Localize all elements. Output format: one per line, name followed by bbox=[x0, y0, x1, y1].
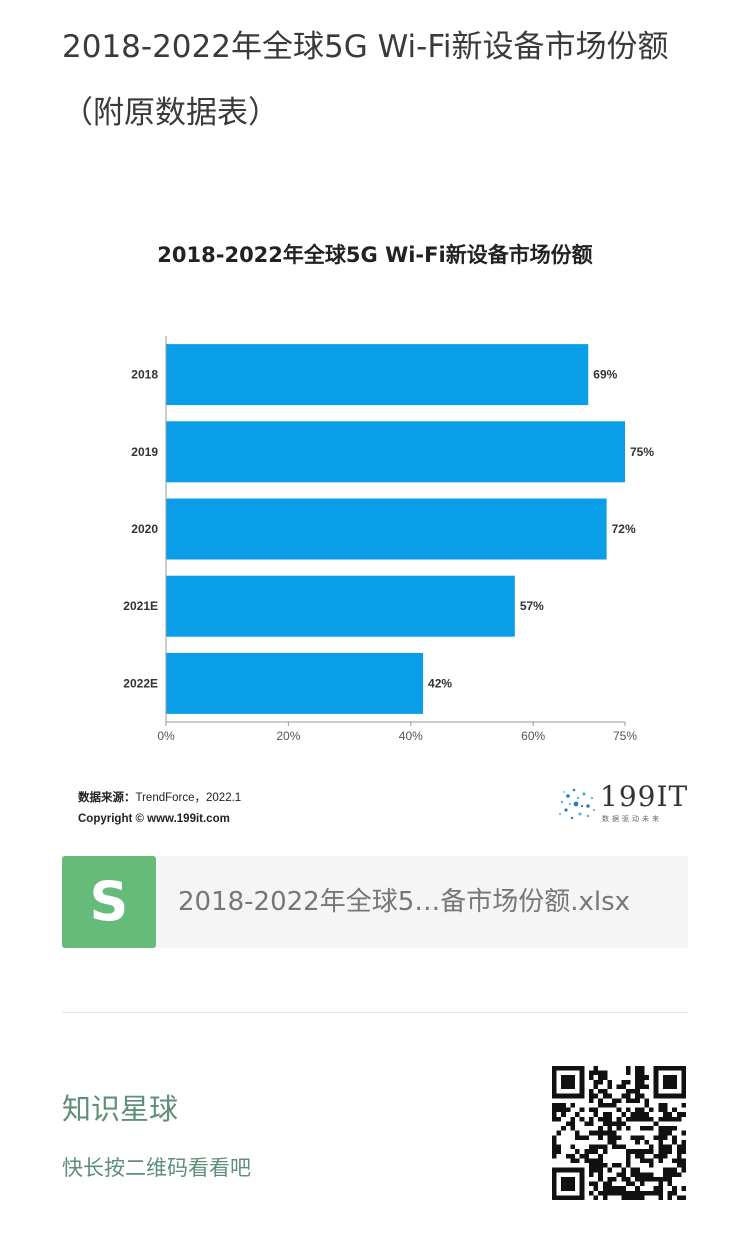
bar-2018 bbox=[166, 344, 589, 406]
s-file-icon: S bbox=[62, 856, 156, 948]
chart-title: 2018-2022年全球5G Wi-Fi新设备市场份额 bbox=[157, 243, 592, 267]
logo-text: 199IT bbox=[600, 780, 689, 813]
bar-chart: 2018-2022年全球5G Wi-Fi新设备市场份额 2018 69% 2019 7… bbox=[123, 243, 654, 743]
x-tick-label: 0% bbox=[157, 729, 175, 743]
value-label: 72% bbox=[612, 522, 636, 536]
bars-layer bbox=[166, 344, 625, 714]
x-tick-label: 40% bbox=[399, 729, 423, 743]
chart-source: 数据来源：TrendForce，2022.1 Copyright © www.1… bbox=[78, 788, 241, 830]
qr-code-icon[interactable] bbox=[552, 1066, 686, 1200]
logo-dots-icon bbox=[559, 788, 595, 820]
file-icon-glyph: S bbox=[89, 870, 129, 933]
source-label: 数据来源： bbox=[78, 792, 136, 804]
value-label: 42% bbox=[428, 676, 452, 690]
attachment-file-name[interactable]: 2018-2022年全球5…备市场份额.xlsx bbox=[178, 887, 631, 917]
value-label: 75% bbox=[630, 445, 654, 459]
copyright-text: www.199it.com bbox=[147, 813, 230, 825]
x-tick-label: 60% bbox=[521, 729, 545, 743]
value-label: 57% bbox=[520, 599, 544, 613]
x-tick-label: 20% bbox=[276, 729, 300, 743]
199it-logo: 199IT 数据驱动未来 bbox=[554, 780, 687, 828]
category-label: 2019 bbox=[131, 445, 158, 459]
page-title: 2018-2022年全球5G Wi-Fi新设备市场份额（附原数据表） bbox=[62, 29, 669, 131]
category-label: 2020 bbox=[131, 522, 158, 536]
chart-image: 2018-2022年全球5G Wi-Fi新设备市场份额 2018 69% 2019 7… bbox=[62, 160, 688, 840]
source-text: TrendForce，2022.1 bbox=[135, 792, 242, 804]
bar-2020 bbox=[166, 498, 607, 560]
x-tick-label: 75% bbox=[613, 729, 637, 743]
copyright-label: Copyright © bbox=[78, 813, 144, 825]
bar-2019 bbox=[166, 421, 625, 483]
category-label: 2021E bbox=[123, 599, 158, 613]
logo-subtitle: 数据驱动未来 bbox=[602, 815, 662, 823]
category-label: 2018 bbox=[131, 368, 158, 382]
axis-layer: 2018 69% 2019 75% 2020 72% 2021E 57% 2022E 42% 0% 2… bbox=[123, 336, 654, 743]
bar-2021E bbox=[166, 575, 515, 637]
divider bbox=[62, 1012, 688, 1013]
bar-2022E bbox=[166, 652, 424, 714]
category-label: 2022E bbox=[123, 676, 158, 690]
planet-subtitle: 快长按二维码看看吧 bbox=[62, 1156, 251, 1180]
attachment-card[interactable]: S 2018-2022年全球5…备市场份额.xlsx bbox=[62, 856, 688, 948]
planet-title: 知识星球 bbox=[62, 1092, 179, 1126]
value-label: 69% bbox=[593, 368, 617, 382]
